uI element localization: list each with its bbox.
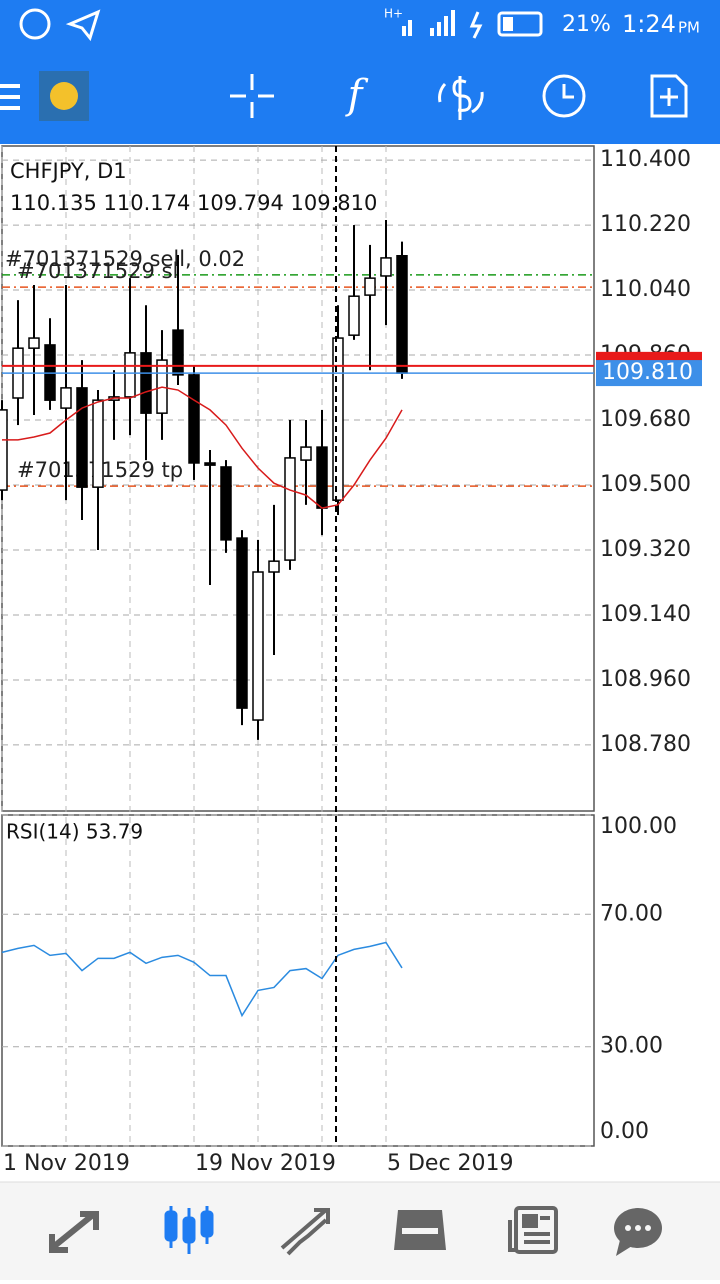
- candle-body: [124, 352, 136, 398]
- battery-level: 21%: [562, 12, 611, 37]
- candle-body: [300, 446, 312, 461]
- clock: 1:24: [622, 10, 676, 38]
- rsi-line: [1, 941, 403, 1018]
- candle-body: [284, 457, 296, 561]
- y-tick-label: 108.780: [600, 732, 691, 757]
- panel-frame: [1, 814, 595, 1147]
- ohlc-label: 110.135 110.174 109.794 109.810: [10, 191, 377, 215]
- period-button[interactable]: [542, 74, 586, 118]
- app-logo-globe: [50, 82, 78, 110]
- quotes-tab[interactable]: [49, 1211, 99, 1253]
- indicator-title: RSI(14) 53.79: [6, 820, 143, 844]
- candle-body: [60, 387, 72, 409]
- signal-bars: [402, 10, 455, 36]
- y-tick-label: 109.680: [600, 407, 691, 432]
- bid-label: 109.810: [602, 360, 693, 385]
- chart-title: CHFJPY, D1: [10, 159, 127, 183]
- new-order-button[interactable]: [650, 74, 688, 118]
- news-tab[interactable]: [508, 1206, 558, 1254]
- candle-body: [396, 255, 408, 374]
- candle-body: [316, 446, 328, 509]
- status-icons: [19, 8, 543, 42]
- y-tick-label: 0.00: [600, 1119, 649, 1144]
- candle-body: [380, 257, 392, 277]
- y-tick-label: 109.140: [600, 602, 691, 627]
- candle-body: [252, 571, 264, 721]
- moving-average: [2, 386, 403, 509]
- y-tick-label: 110.400: [600, 147, 691, 172]
- candle-body: [348, 295, 360, 336]
- candle-body: [204, 462, 216, 466]
- trade-tab[interactable]: [280, 1208, 330, 1256]
- candle-body: [76, 387, 88, 488]
- candle-body: [220, 466, 232, 541]
- candle-body: [140, 352, 152, 414]
- top-bar: [0, 0, 720, 144]
- network-type: H+: [384, 7, 403, 21]
- candle-body: [0, 409, 8, 491]
- candle-body: [332, 337, 344, 501]
- y-tick-label: 110.220: [600, 212, 691, 237]
- x-tick-label: 19 Nov 2019: [195, 1151, 336, 1176]
- y-tick-label: 109.320: [600, 537, 691, 562]
- y-tick-label: 108.960: [600, 667, 691, 692]
- ask-label-box: [596, 351, 702, 362]
- menu-button[interactable]: [0, 84, 20, 110]
- candle-body: [172, 329, 184, 376]
- history-tab[interactable]: [394, 1210, 446, 1250]
- candle-body: [92, 399, 104, 488]
- plot-area: 110.400110.220110.040109.860109.680109.5…: [0, 145, 702, 1176]
- bottom-nav: [0, 1182, 720, 1280]
- y-tick-label: 100.00: [600, 814, 677, 839]
- y-tick-label: 30.00: [600, 1034, 663, 1059]
- candle-body: [268, 560, 280, 573]
- candle-body: [188, 374, 200, 464]
- crosshair-button[interactable]: [230, 74, 274, 118]
- candle-body: [236, 537, 248, 709]
- bid-label-box: [596, 360, 702, 387]
- clock-ampm: PM: [678, 19, 700, 37]
- trade-button[interactable]: [438, 76, 484, 120]
- order-label: #701371529 sell, 0.02: [5, 247, 245, 271]
- chart-tab[interactable]: [164, 1206, 214, 1254]
- chat-tab[interactable]: [614, 1208, 662, 1256]
- candle-body: [28, 337, 40, 349]
- y-tick-label: 110.040: [600, 277, 691, 302]
- x-tick-label: 5 Dec 2019: [387, 1151, 514, 1176]
- y-tick-label: 109.500: [600, 472, 691, 497]
- x-tick-label: 1 Nov 2019: [3, 1151, 130, 1176]
- y-tick-label: 70.00: [600, 901, 663, 926]
- order-label: #701371529 sl: [17, 259, 178, 283]
- candle-body: [364, 277, 376, 296]
